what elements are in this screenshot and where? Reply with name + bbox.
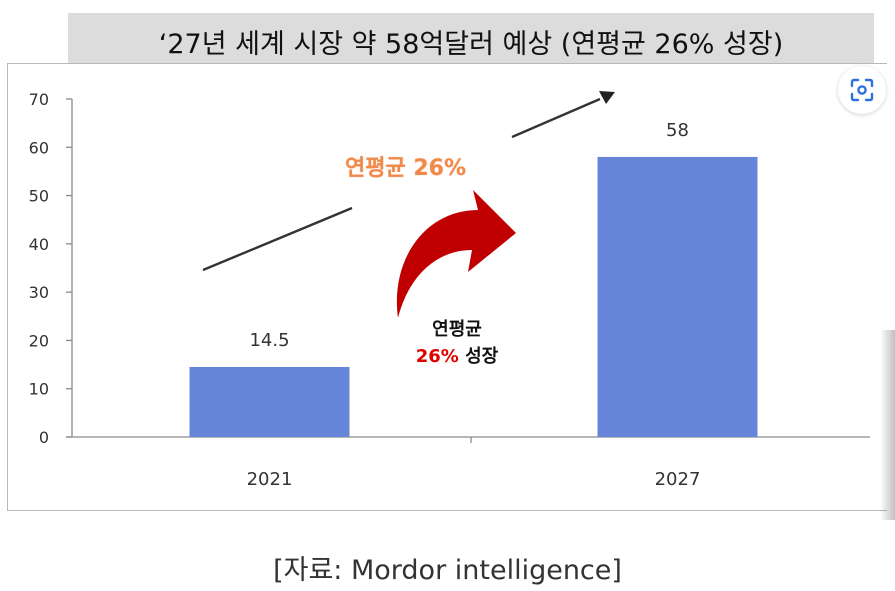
y-tick-label: 40	[29, 235, 49, 254]
data-label: 58	[666, 120, 689, 141]
y-tick-label: 50	[29, 187, 49, 206]
y-tick-label: 30	[29, 283, 49, 302]
trend-line-lower	[202, 206, 353, 272]
growth-annotation-line2: 26% 성장	[387, 343, 527, 370]
growth-percent: 26%	[415, 346, 459, 367]
growth-annotation-line1: 연평균	[432, 319, 482, 340]
visual-search-icon	[850, 78, 874, 102]
y-tick-label: 60	[29, 138, 49, 157]
y-tick-label: 20	[29, 331, 49, 350]
title-band: ‘27년 세계 시장 약 58억달러 예상 (연평균 26% 성장)	[68, 13, 874, 69]
page-title: ‘27년 세계 시장 약 58억달러 예상 (연평균 26% 성장)	[158, 28, 784, 60]
bar-2021	[189, 366, 350, 437]
data-label: 14.5	[249, 330, 289, 351]
trend-line-upper	[511, 97, 601, 139]
page-edge-shadow	[880, 330, 895, 520]
cagr-label: 연평균 26%	[345, 156, 467, 181]
y-tick-label: 10	[29, 380, 49, 399]
y-tick-label: 0	[39, 428, 49, 447]
x-tick-label: 2021	[247, 469, 293, 490]
visual-search-button[interactable]	[838, 66, 886, 114]
trend-arrowhead	[599, 91, 615, 104]
x-tick-label: 2027	[655, 469, 701, 490]
red-curved-arrow	[396, 190, 516, 318]
bar-2027	[597, 156, 758, 437]
growth-annotation: 연평균 26% 성장	[387, 316, 527, 370]
growth-word: 성장	[458, 346, 499, 367]
y-tick-label: 70	[29, 90, 49, 109]
source-caption: [자료: Mordor intelligence]	[273, 555, 622, 586]
